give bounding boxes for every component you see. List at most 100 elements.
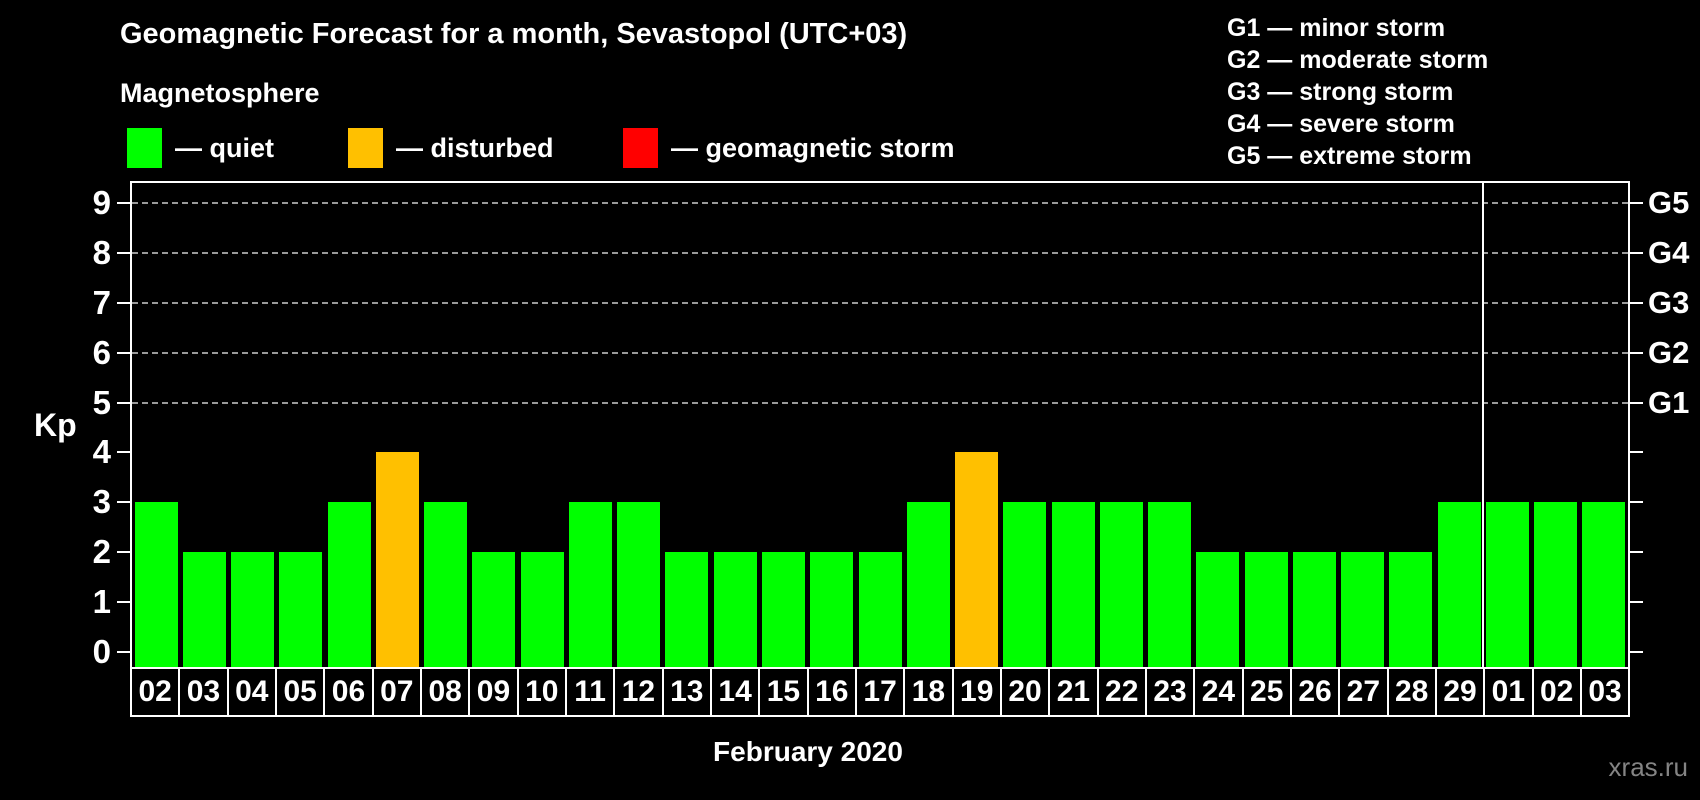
y-tick-label: 2 [92,533,111,571]
day-label-cell: 22 [1096,667,1147,717]
kp-bar-day-08 [424,502,467,667]
y-tick-label: 8 [92,233,111,271]
g-scale-label-g2: G2 [1648,334,1690,370]
day-label-cell: 12 [613,667,664,717]
y-axis-tick [117,401,130,404]
right-axis-tick [1630,351,1643,354]
y-axis-tick [117,551,130,554]
y-axis-tick [117,501,130,504]
kp-bar-day-01 [1486,502,1529,667]
y-axis-title: Kp [34,407,77,444]
right-axis-tick [1630,301,1643,304]
kp-bar-day-22 [1100,502,1143,667]
kp-bar-day-12 [617,502,660,667]
day-label-cell: 06 [323,667,374,717]
y-axis-tick [117,651,130,653]
kp-bar-day-19 [955,452,998,667]
disturbed-color-swatch [348,128,383,168]
day-label-cell: 27 [1338,667,1389,717]
right-axis-tick [1630,401,1643,404]
day-label-cell: 14 [709,667,761,717]
y-tick-label: 0 [92,633,111,670]
gridline-kp8 [132,251,1628,254]
kp-bar-day-17 [859,552,902,667]
day-label-cell: 25 [1241,667,1292,717]
kp-bar-day-02 [135,502,178,667]
day-label-cell: 26 [1289,667,1341,717]
watermark-link[interactable]: xras.ru [1608,752,1688,782]
g-scale-label-g3: G3 [1648,284,1690,320]
g5-description: G5 — extreme storm [1227,142,1472,170]
g1-description: G1 — minor storm [1227,14,1446,42]
day-label-cell: 24 [1193,667,1244,717]
legend-item-quiet: — quiet [127,127,274,169]
kp-bar-day-29 [1438,502,1481,667]
y-axis-tick [117,201,130,204]
legend-label-disturbed: — disturbed [396,132,554,163]
right-axis-tick [1630,451,1643,454]
x-axis-day-labels: 02 03 04 05 06 07 08 09 10 11 12 13 14 15 16 17 18 19 20 21… [130,667,1631,717]
kp-bar-day-23 [1148,502,1191,667]
kp-bar-day-28 [1389,552,1432,667]
y-tick-label: 9 [92,183,111,221]
day-label-cell: 04 [226,667,277,717]
g-scale-label-g5: G5 [1648,184,1690,220]
kp-bar-day-13 [665,552,708,667]
day-label-cell: 19 [951,667,1002,717]
month-separator-line [1482,183,1484,667]
g4-description: G4 — severe storm [1227,110,1455,138]
day-label-cell: 10 [516,667,567,717]
day-label-cell: 13 [661,667,712,717]
kp-bar-day-04 [231,552,274,667]
kp-bar-day-14 [714,552,757,667]
g-scale-label-g4: G4 [1648,234,1690,270]
gridline-kp9 [132,201,1628,204]
kp-bar-day-05 [279,552,322,667]
day-label-cell: 03 [1579,667,1631,717]
day-label-cell: 15 [758,667,809,717]
day-label-cell: 21 [1048,667,1099,717]
right-axis-tick [1630,551,1643,554]
right-axis-tick [1630,201,1643,204]
day-label-cell: 02 [1531,667,1582,717]
gridline-kp7 [132,301,1628,304]
y-axis-tick [117,451,130,454]
kp-bar-day-25 [1245,552,1288,667]
day-label-cell: 01 [1483,667,1534,717]
plot-area [130,181,1630,667]
g3-description: G3 — strong storm [1227,78,1454,106]
kp-bar-day-18 [907,502,950,667]
kp-bar-day-10 [521,552,564,667]
day-label-cell: 23 [1144,667,1196,717]
g-scale-label-g1: G1 [1648,384,1690,420]
kp-bar-day-20 [1003,502,1046,667]
day-label-cell: 20 [999,667,1051,717]
day-label-cell: 16 [806,667,857,717]
legend-label-quiet: — quiet [175,132,274,163]
legend-item-disturbed: — disturbed [348,127,554,169]
kp-bar-day-03 [183,552,226,667]
magnetosphere-label: Magnetosphere [120,78,320,108]
y-tick-label: 7 [92,283,111,321]
day-label-cell: 07 [371,667,422,717]
day-label-cell: 05 [274,667,326,717]
y-axis-tick [117,601,130,604]
day-label-cell: 29 [1434,667,1486,717]
y-tick-label: 6 [92,333,111,371]
day-label-cell: 03 [178,667,229,717]
day-label-cell: 02 [130,667,181,717]
g-scale-legend: G1 — minor storm G2 — moderate storm G3 … [1227,12,1488,172]
kp-bar-day-07 [376,452,419,667]
kp-bar-day-09 [472,552,515,667]
kp-bar-day-24 [1196,552,1239,667]
y-axis-tick [117,301,130,304]
kp-bar-day-02 [1534,502,1577,667]
y-tick-label: 1 [92,583,111,621]
kp-bar-day-06 [328,502,371,667]
kp-bar-day-11 [569,502,612,667]
g2-description: G2 — moderate storm [1227,46,1489,74]
kp-bar-day-16 [810,552,853,667]
right-axis-tick [1630,251,1643,254]
gridline-kp6 [132,351,1628,354]
